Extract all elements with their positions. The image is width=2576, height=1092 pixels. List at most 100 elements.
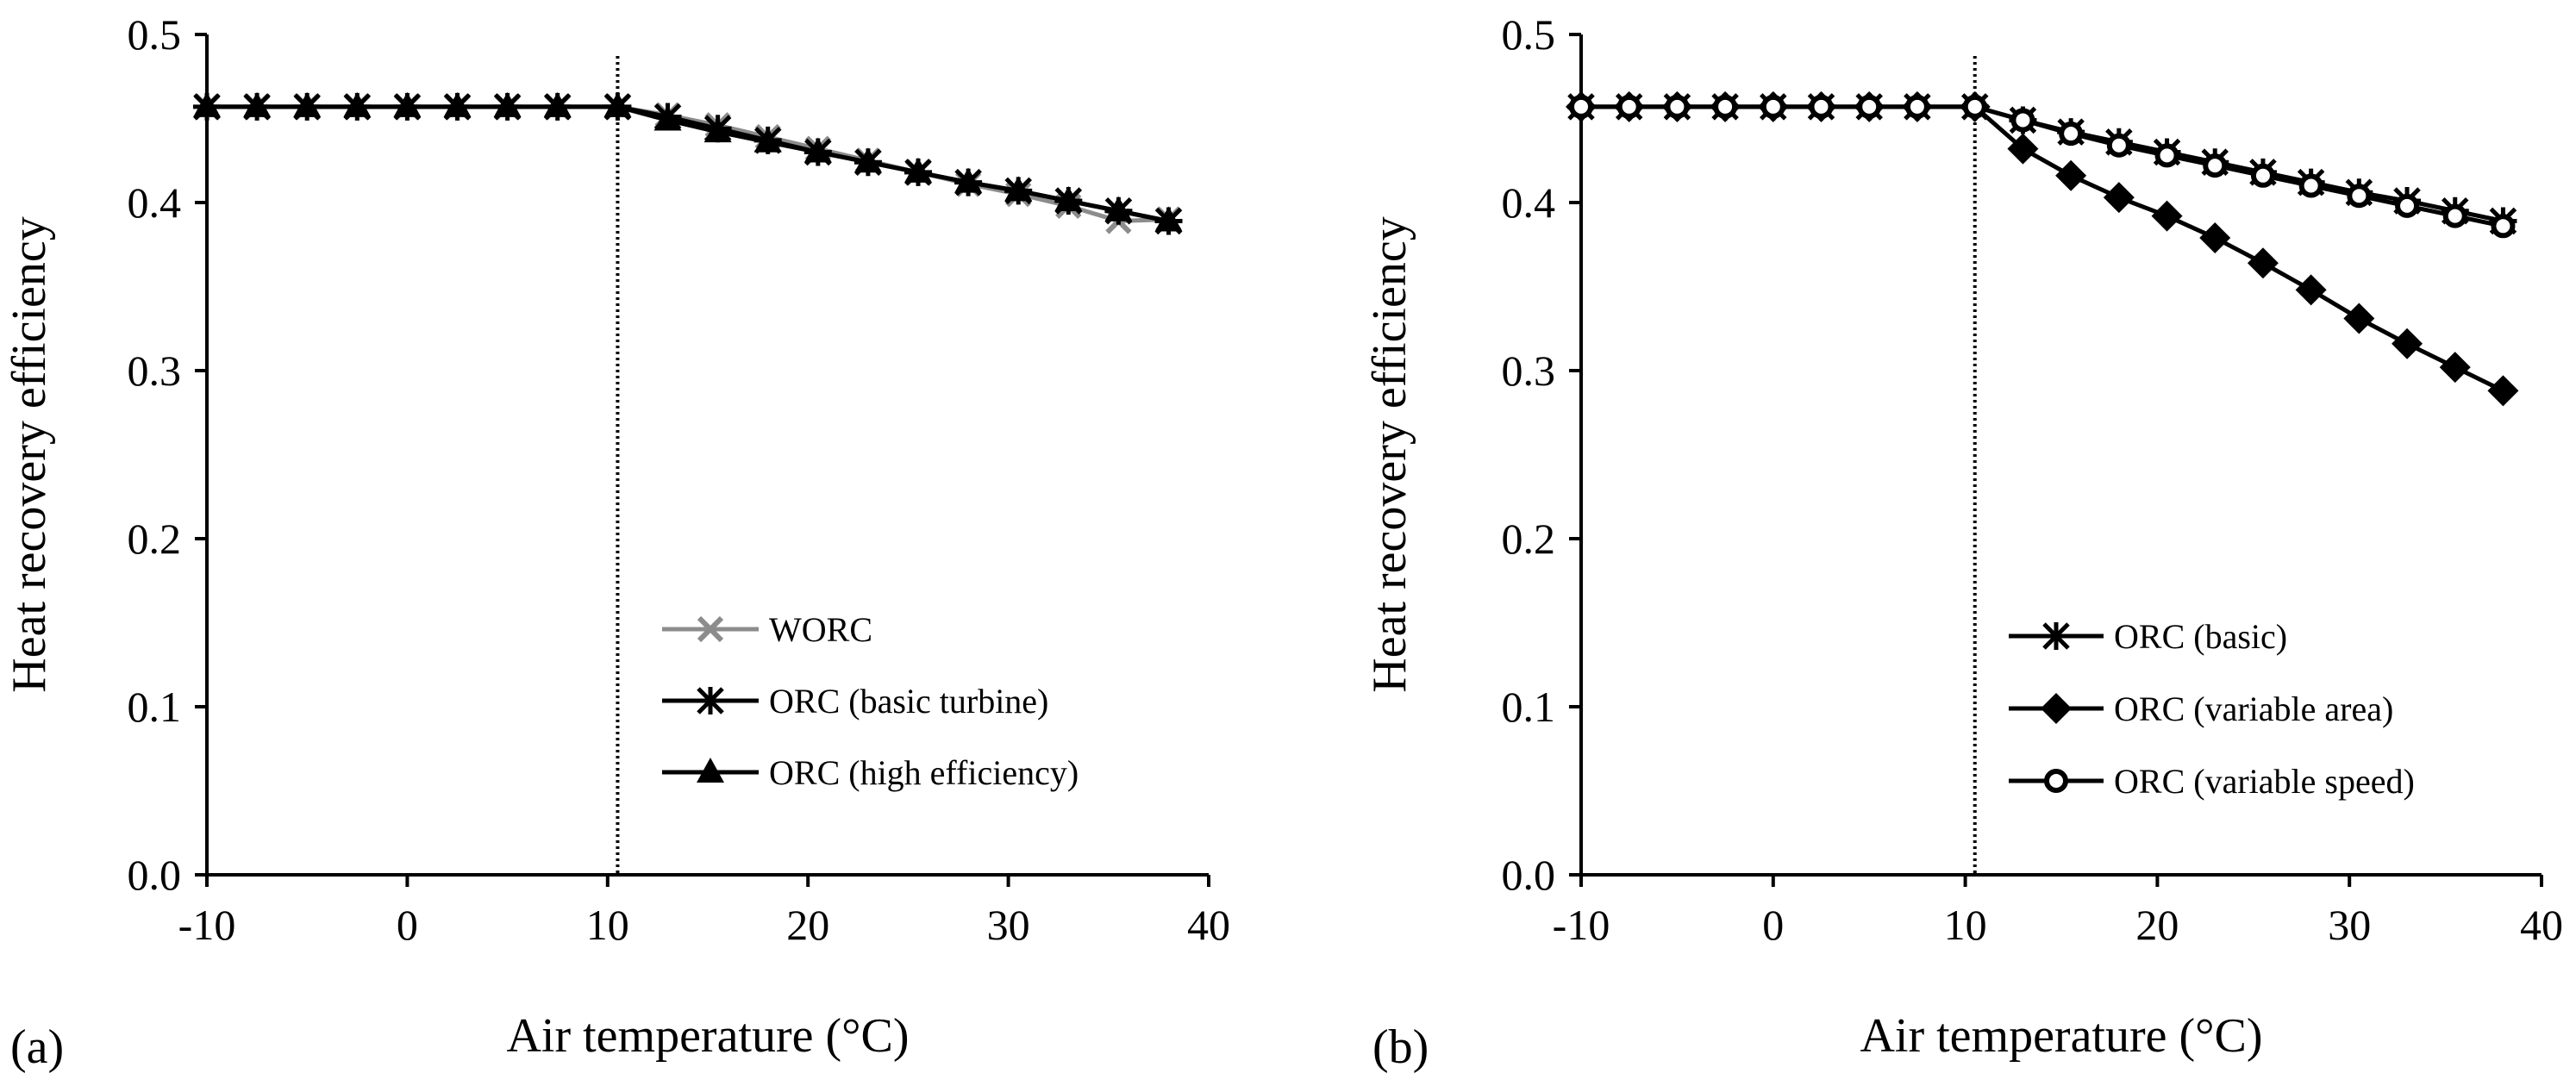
x-tick-label: -10 [178,901,236,949]
y-tick-label: 0.3 [1502,346,1556,395]
data-point [703,117,732,143]
series-worc [193,93,1182,234]
y-tick-label: 0.0 [1502,851,1556,899]
data-point [1104,196,1133,222]
x-tick-label: -10 [1553,901,1610,949]
x-axis-title: Air temperature (°C) [1860,1009,2262,1063]
legend-label: ORC (basic) [2114,617,2287,656]
x-tick-label: 20 [2135,901,2179,949]
panel-label: (a) [10,1020,64,1074]
data-point [343,91,372,117]
x-tick-label: 30 [987,901,1030,949]
data-point [2010,108,2035,133]
y-axis-title: Heat recovery efficiency [3,216,56,692]
data-point [1004,176,1033,202]
y-tick-label: 0.1 [128,683,182,731]
y-tick-label: 0.3 [128,346,182,395]
y-tick-label: 0.0 [128,851,182,899]
data-point [2250,163,2275,188]
data-point [2106,133,2131,158]
data-point [2007,133,2039,165]
data-point [2343,303,2375,334]
legend-label: ORC (high efficiency) [769,753,1079,792]
x-tick-label: 0 [1762,901,1784,949]
series-line [1581,104,2504,393]
y-tick-label: 0.2 [1502,515,1556,563]
legend-label: ORC (variable area) [2114,690,2393,728]
data-point [1713,94,1738,119]
x-tick-label: 0 [397,901,418,949]
data-point [193,91,221,117]
data-point [393,91,422,117]
legend-label: ORC (basic turbine) [769,682,1048,721]
x-tick-label: 10 [586,901,629,949]
data-point [2298,173,2323,198]
data-point [2203,153,2228,178]
data-point [2442,203,2467,228]
data-point [2487,375,2519,407]
data-point [2151,200,2183,232]
data-point [1904,94,1929,119]
data-point [1760,94,1785,119]
data-point [243,91,272,117]
series-orc-basic [1567,92,2517,235]
legend-marker [697,758,724,783]
x-tick-label: 30 [2328,901,2371,949]
data-point [2392,328,2423,359]
data-point [2055,159,2087,191]
data-point [2491,214,2516,239]
data-point [904,157,933,183]
series-orc-high-efficiency [193,91,1183,232]
y-axis-title: Heat recovery efficiency [1363,216,1416,692]
data-point [653,105,682,131]
data-point [2295,274,2327,306]
y-tick-label: 0.2 [128,515,182,563]
data-point [293,91,322,117]
x-tick-label: 20 [786,901,829,949]
x-tick-label: 40 [2520,901,2563,949]
data-point [2199,222,2231,253]
legend: WORC ORC (basic turbine) ORC (high efficie… [662,610,1079,792]
x-axis-title: Air temperature (°C) [506,1009,909,1063]
data-point [954,167,983,193]
data-point [2247,247,2279,279]
data-point [803,137,832,163]
x-tick-label: 10 [1944,901,1987,949]
legend-label: ORC (variable speed) [2114,762,2415,801]
data-point [2059,122,2084,147]
legend-marker [2042,622,2070,650]
data-point [1665,94,1690,119]
series-orc-variable-area [1566,90,2519,407]
legend-marker [697,615,724,643]
panel-b: 0.0 0.1 0.2 0.3 0.4 0.5 -10 0 10 20 30 40 Heat recov… [1363,10,2563,1074]
y-tick-label: 0.5 [128,10,182,59]
data-point [753,127,782,153]
series-orc-variable-speed [1569,94,2516,239]
data-point [1857,94,1882,119]
data-point [1809,94,1834,119]
data-point [1962,94,1987,119]
data-point [493,91,522,117]
y-tick-label: 0.4 [128,178,182,227]
data-point [1154,206,1183,232]
series-line [207,104,1170,223]
legend-marker [2041,693,2072,724]
data-point [2154,143,2179,168]
x-tick-label: 40 [1187,901,1230,949]
y-tick-label: 0.5 [1502,10,1556,59]
legend-marker [2044,769,2068,793]
y-tick-label: 0.1 [1502,683,1556,731]
data-point [2347,184,2372,209]
data-point [2103,182,2135,214]
data-point [443,91,472,117]
panel-a: 0.0 0.1 0.2 0.3 0.4 0.5 -10 0 10 20 30 40 Heat recov… [3,10,1230,1074]
data-point [2439,352,2471,384]
panel-label: (b) [1372,1020,1429,1074]
data-point [853,147,882,173]
legend-label: WORC [769,610,872,649]
series-line [1581,104,2504,228]
data-point [1616,94,1641,119]
series-orc-basic-turbine [193,92,1183,235]
data-point [1054,186,1083,212]
